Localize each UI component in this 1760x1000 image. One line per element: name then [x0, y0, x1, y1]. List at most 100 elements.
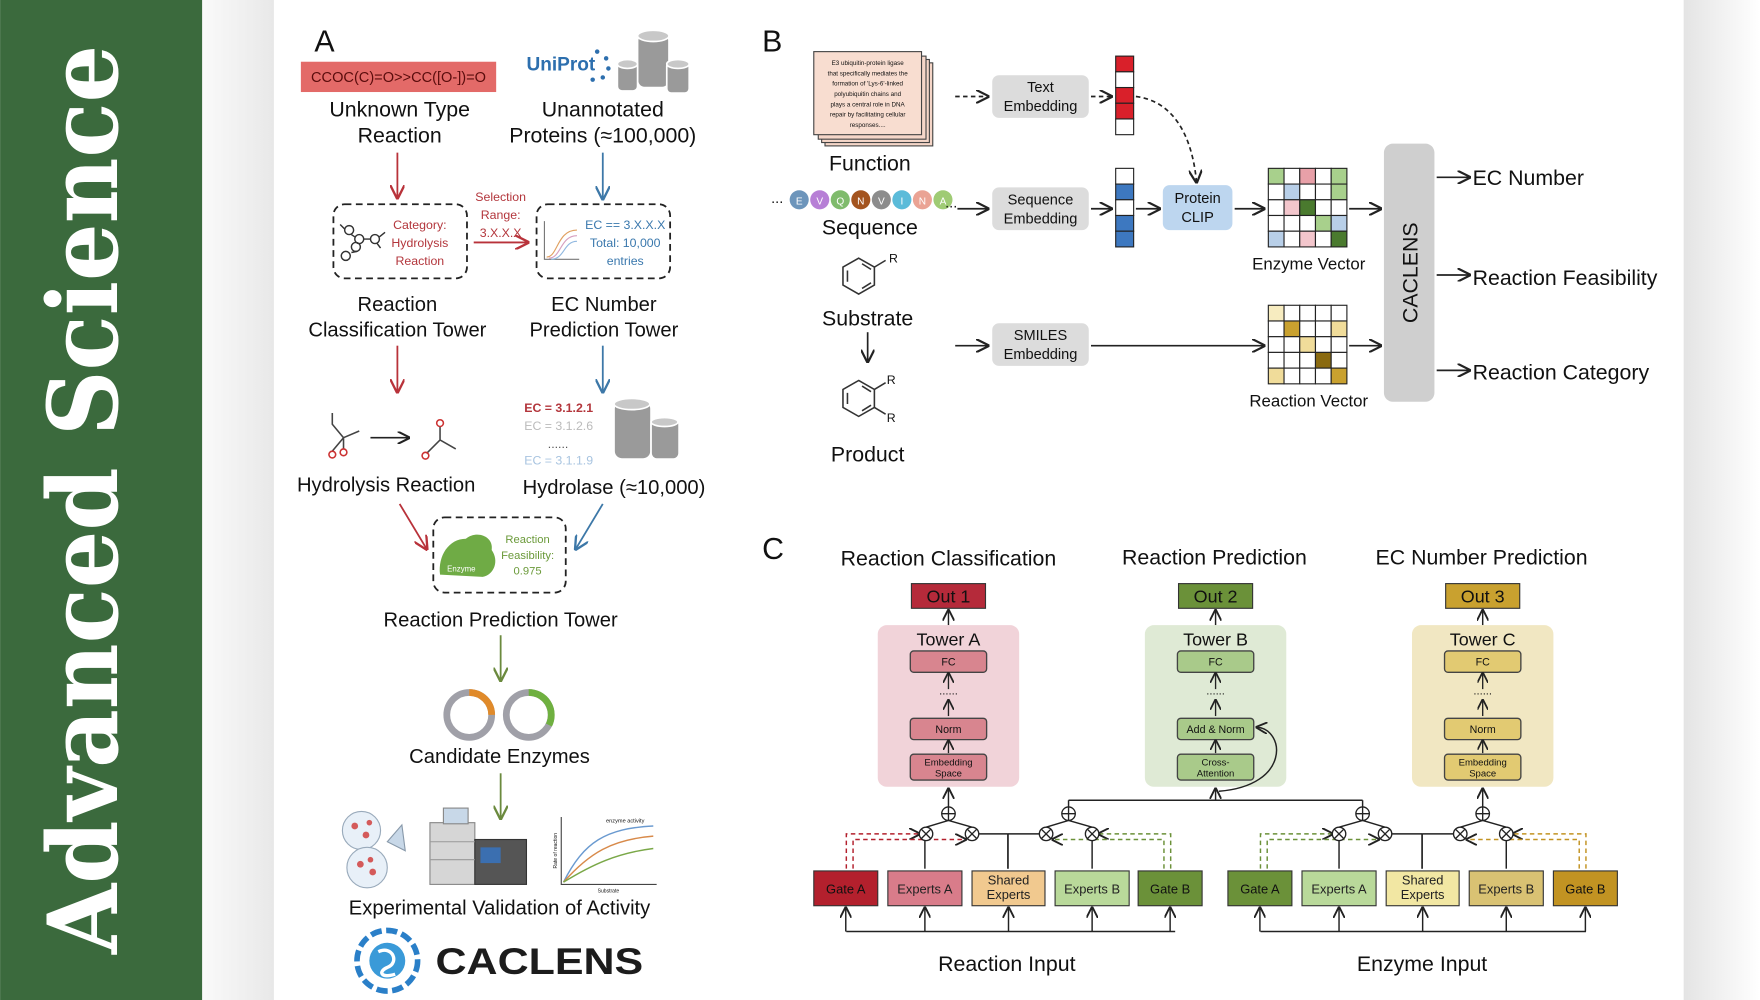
grid-cell: [1299, 230, 1317, 248]
grid-cell: [1299, 199, 1317, 217]
tower-layer-label: FC: [1208, 657, 1223, 669]
module-label: Gate B: [1150, 881, 1190, 896]
vector-cell: [1115, 230, 1135, 248]
connector: [1482, 819, 1507, 828]
multiply-icon: [966, 828, 978, 840]
module-label: Gate B: [1565, 881, 1605, 896]
grid-cell: [1314, 183, 1332, 201]
tower-layer-label: FC: [1476, 657, 1491, 669]
module-box: [1301, 870, 1377, 907]
tower-layer-label: Norm: [1470, 724, 1496, 736]
svg-text:UniProt: UniProt: [526, 55, 595, 76]
grid-cell: [1330, 320, 1348, 338]
grid-cell: [1330, 230, 1348, 248]
grid-cell: [1314, 167, 1332, 185]
sequence-embedding-label: Embedding: [1004, 211, 1078, 227]
r-group-label: R: [889, 252, 898, 266]
grid-cell: [1314, 199, 1332, 217]
grid-cell: [1283, 351, 1301, 369]
grid-cell: [1267, 214, 1285, 232]
grid-cell: [1283, 230, 1301, 248]
hydrolysis-label: Hydrolysis Reaction: [297, 475, 475, 497]
grid-cell: [1330, 304, 1348, 322]
reaction-vector-grid: [1267, 304, 1348, 385]
residue-circle: [830, 190, 850, 210]
sequence-ellipsis: ...: [945, 196, 957, 212]
panel-b: B E3 ubiquitin-protein ligase that specif…: [762, 26, 1658, 467]
module-label: Experts: [1401, 887, 1445, 902]
residue-circle: [789, 190, 809, 210]
tower-title: Tower B: [1183, 629, 1248, 649]
grid-cell: [1283, 167, 1301, 185]
panel-a: A CCOC(C)=O>>CC([O-])=O UniProt Unknown …: [297, 26, 705, 994]
tower-title: Tower C: [1450, 629, 1516, 649]
function-label: Function: [829, 152, 911, 176]
module-label: Experts B: [1478, 881, 1534, 896]
module-box: [1137, 870, 1203, 907]
ec-box-text: Total: 10,000: [590, 236, 661, 250]
tower-layer-label: Embedding: [924, 757, 972, 768]
grid-cell: [1283, 199, 1301, 217]
grid-cell: [1314, 351, 1332, 369]
module-label: Shared: [988, 872, 1030, 887]
vector-cell: [1115, 102, 1135, 120]
gate-connector: [1513, 834, 1587, 869]
residue-letter: V: [878, 196, 885, 207]
enzyme-vector-grid: [1267, 167, 1348, 248]
residue-circle: [810, 190, 830, 210]
prediction-tower-label: Reaction Prediction Tower: [384, 609, 618, 631]
output-box: [1445, 583, 1521, 609]
module-label: Experts A: [897, 881, 953, 896]
residue-letter: N: [919, 196, 926, 207]
gate-connector: [1099, 834, 1172, 869]
tower-layer-label: Cross-: [1202, 757, 1230, 768]
smiles-text: CCOC(C)=O>>CC([O-])=O: [311, 70, 486, 86]
vector-cell: [1115, 183, 1135, 201]
vector-cell: [1115, 118, 1135, 136]
smiles-box: [300, 61, 497, 93]
add-icon: [1355, 806, 1370, 821]
panel-label-a: A: [314, 26, 335, 59]
tower-layer: [1176, 753, 1255, 781]
vector-cell: [1115, 167, 1135, 185]
grid-cell: [1283, 304, 1301, 322]
activity-chart-title: enzyme activity: [606, 819, 645, 825]
tower-title: Tower A: [917, 629, 981, 649]
arrow: [398, 503, 427, 549]
tower-ellipsis: ......: [1206, 686, 1225, 698]
grid-cell: [1283, 336, 1301, 353]
tower-layer-label: Attention: [1197, 769, 1235, 780]
grid-cell: [1267, 367, 1285, 385]
grid-cell: [1299, 351, 1317, 369]
function-document-icon: E3 ubiquitin-protein ligase that specific…: [813, 51, 934, 147]
arrow: [576, 503, 604, 549]
module-label: Experts: [987, 887, 1031, 902]
module-label: Experts B: [1064, 881, 1120, 896]
enzyme-label: Enzyme: [447, 564, 476, 573]
curve-chart-icon: [543, 221, 580, 260]
module-box: [971, 870, 1046, 907]
database-icon: [616, 29, 691, 94]
residual-arrow: [1218, 727, 1278, 792]
output-box: [910, 583, 987, 609]
residue-circle: [892, 190, 912, 210]
grid-cell: [1267, 351, 1285, 369]
gate-connector: [845, 834, 919, 869]
grid-cell: [1283, 183, 1301, 201]
tower-layer-label: Space: [935, 769, 962, 780]
grid-cell: [1330, 336, 1348, 353]
validation-label: Experimental Validation of Activity: [349, 898, 651, 920]
text-embedding-label: Text: [1027, 80, 1054, 96]
selection-text: Range:: [481, 208, 521, 222]
multiply-icon: [920, 828, 932, 840]
residue-letter: Q: [836, 196, 844, 207]
feasibility-value: 0.975: [514, 566, 542, 578]
sequence-embedding-box: [992, 187, 1089, 231]
category-text: Hydrolysis: [391, 236, 448, 250]
ec-box-text: EC == 3.X.X.X: [585, 218, 665, 232]
function-text-line: plays a central role in DNA: [831, 101, 906, 108]
residue-circle: [871, 190, 891, 210]
ec-list-item: EC = 3.1.2.6: [524, 419, 593, 433]
